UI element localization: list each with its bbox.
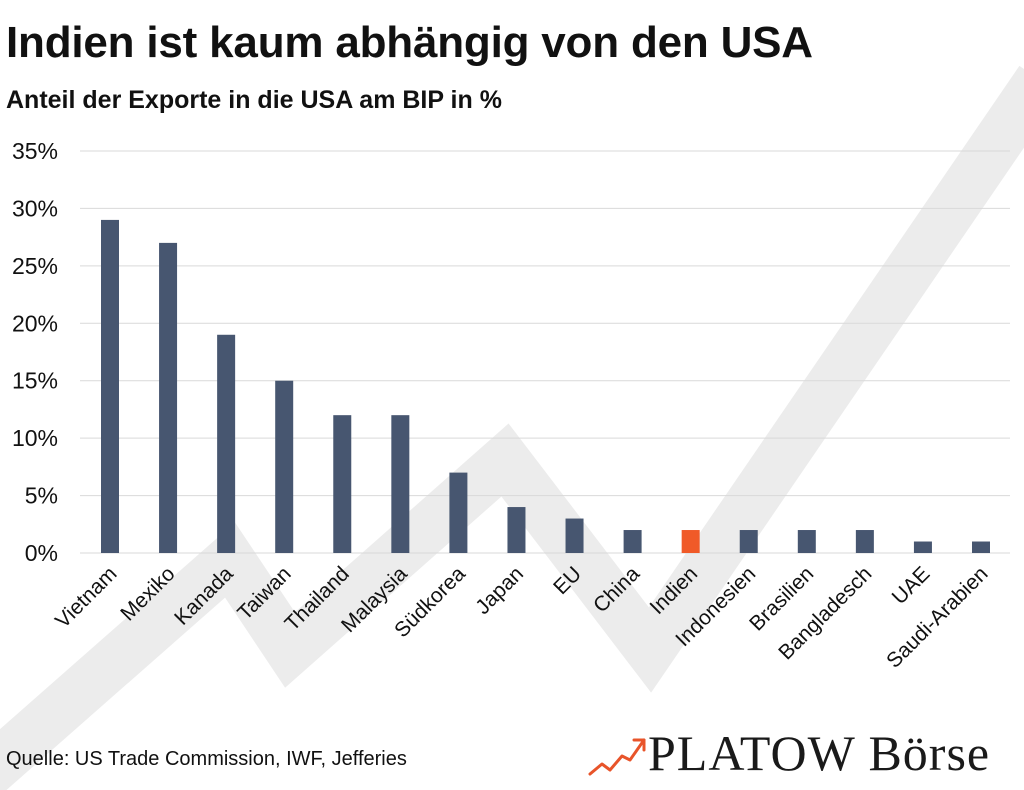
bar [855,530,874,553]
y-tick-label: 5% [25,483,58,509]
bar [217,334,236,553]
y-axis-ticks: 0% 5% 10% 15% 20% 25% 30% 35% [12,138,58,566]
bar [101,219,119,553]
brand-logo: PLATOW Börse [588,722,1024,782]
bar [797,530,816,553]
x-tick-label: Saudi-Arabien [882,562,992,672]
y-tick-label: 15% [12,368,58,394]
y-tick-label: 25% [12,253,58,279]
x-tick-label: China [589,562,644,617]
watermark-zigzag-arrow [0,65,1024,790]
y-tick-label: 0% [25,540,58,566]
source-note: Quelle: US Trade Commission, IWF, Jeffer… [6,748,407,770]
x-axis-labels: VietnamMexikoKanadaTaiwanThailandMalaysi… [51,562,992,673]
brand-name: PLATOW Börse [648,725,991,781]
x-tick-label: Kanada [170,562,238,630]
y-tick-label: 20% [12,310,58,336]
trend-arrow-icon [588,738,646,776]
x-tick-label: UAE [888,562,935,609]
bar [391,415,410,553]
chart-subtitle: Anteil der Exporte in die USA am BIP in … [6,86,502,114]
bar [913,541,932,553]
bar [159,242,178,553]
y-tick-label: 30% [12,195,58,221]
x-tick-label: EU [549,562,586,599]
bar [681,530,700,553]
bar [507,507,526,553]
bars [101,219,990,553]
bar [449,472,468,553]
bar [565,518,584,553]
bar [623,530,642,553]
x-tick-label: Indien [645,562,702,619]
x-tick-label: Japan [471,562,528,619]
bar [275,380,294,553]
bar [333,415,352,553]
bar [972,541,990,553]
x-tick-label: Vietnam [51,562,121,632]
y-tick-label: 35% [12,138,58,164]
bar [739,530,758,553]
chart-title: Indien ist kaum abhängig von den USA [6,18,813,67]
bar-chart: 0% 5% 10% 15% 20% 25% 30% 35% VietnamMexikoKana… [12,138,1010,673]
x-tick-label: Mexiko [116,562,179,625]
y-tick-label: 10% [12,425,58,451]
